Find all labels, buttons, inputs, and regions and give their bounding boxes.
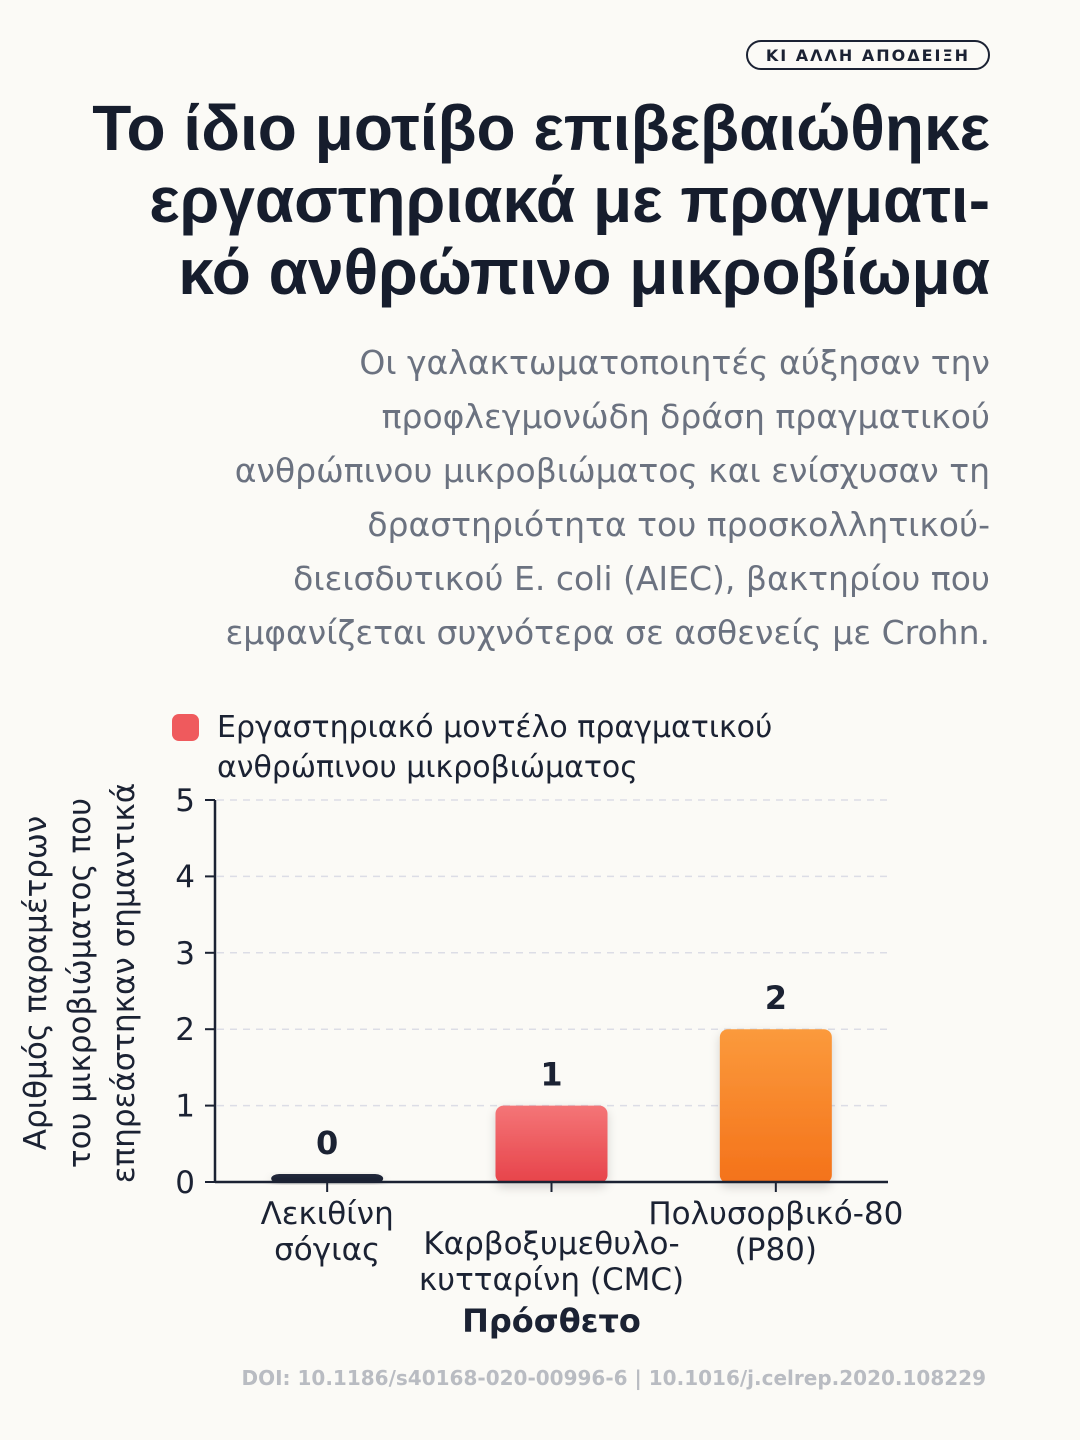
y-tick-label: 2 (175, 1012, 195, 1048)
y-tick-label: 3 (175, 936, 195, 972)
subtitle-line: προφλεγμονώδη δράση πραγματικού (381, 397, 990, 436)
x-tick-label: Καρβοξυμεθυλο- (423, 1226, 679, 1262)
x-tick-label: Πολυσορβικό-80 (648, 1196, 903, 1232)
subtitle-line: ανθρώπινου μικροβιώματος και ενίσχυσαν τ… (234, 451, 990, 490)
legend-swatch (172, 714, 199, 741)
legend-label: ανθρώπινου μικροβιώματος (217, 750, 638, 785)
y-axis-title: επηρεάστηκαν σημαντικά (106, 783, 142, 1183)
y-axis-title: του μικροβιώματος που (62, 798, 98, 1168)
y-tick-label: 0 (175, 1165, 195, 1201)
data-label: 1 (540, 1056, 562, 1094)
title-line: κό ανθρώπινο μικροβίωμα (178, 236, 990, 308)
x-tick-label: σόγιας (274, 1232, 380, 1268)
legend-label: Εργαστηριακό μοντέλο πραγματικού (217, 710, 772, 745)
x-tick-label: κυτταρίνη (CMC) (419, 1262, 684, 1298)
subtitle-line: διεισδυτικού E. coli (AIEC), βακτηρίου π… (293, 559, 990, 598)
x-axis-title: Πρόσθετο (462, 1302, 641, 1340)
y-axis-title: Αριθμός παραμέτρων (18, 816, 54, 1150)
page-subtitle: Οι γαλακτωματοποιητές αύξησαν την προφλε… (90, 336, 990, 660)
subtitle-line: δραστηριότητα του προσκολλητικού- (367, 505, 990, 544)
data-label: 0 (316, 1124, 338, 1162)
data-label: 2 (765, 979, 787, 1017)
y-tick-label: 5 (175, 783, 195, 819)
section-badge: ΚΙ ΑΛΛΗ ΑΠΟΔΕΙΞΗ (745, 40, 990, 70)
title-line: εργαστηριακά με πραγματι- (149, 164, 990, 236)
x-tick-label: Λεκιθίνη (261, 1196, 394, 1232)
subtitle-line: Οι γαλακτωματοποιητές αύξησαν την (359, 343, 990, 382)
y-tick-label: 4 (175, 859, 195, 895)
bar-chart: Εργαστηριακό μοντέλο πραγματικού ανθρώπιν… (18, 710, 903, 1340)
doi-footer: DOI: 10.1186/s40168-020-00996-6 | 10.101… (241, 1366, 987, 1390)
x-tick-label: (P80) (735, 1232, 817, 1268)
bar (495, 1105, 608, 1183)
subtitle-line: εμφανίζεται συχνότερα σε ασθενείς με Cro… (225, 613, 990, 652)
page-title: Το ίδιο μοτίβο επιβεβαιώθηκε εργαστηριακ… (70, 92, 990, 308)
title-line: Το ίδιο μοτίβο επιβεβαιώθηκε (92, 92, 990, 164)
y-tick-label: 1 (175, 1089, 195, 1125)
bar (719, 1029, 832, 1183)
